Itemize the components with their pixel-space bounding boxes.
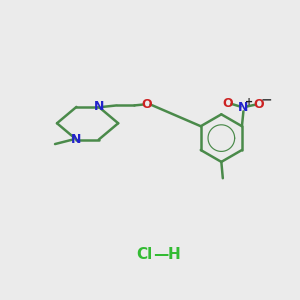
Text: O: O [223, 97, 233, 110]
Text: N: N [94, 100, 104, 113]
Text: +: + [245, 97, 253, 107]
Text: H: H [167, 247, 180, 262]
Text: −: − [261, 92, 272, 106]
Text: O: O [142, 98, 152, 111]
Text: N: N [71, 133, 82, 146]
Text: —: — [153, 247, 168, 262]
Text: N: N [238, 101, 249, 114]
Text: O: O [253, 98, 264, 111]
Text: Cl: Cl [136, 247, 152, 262]
